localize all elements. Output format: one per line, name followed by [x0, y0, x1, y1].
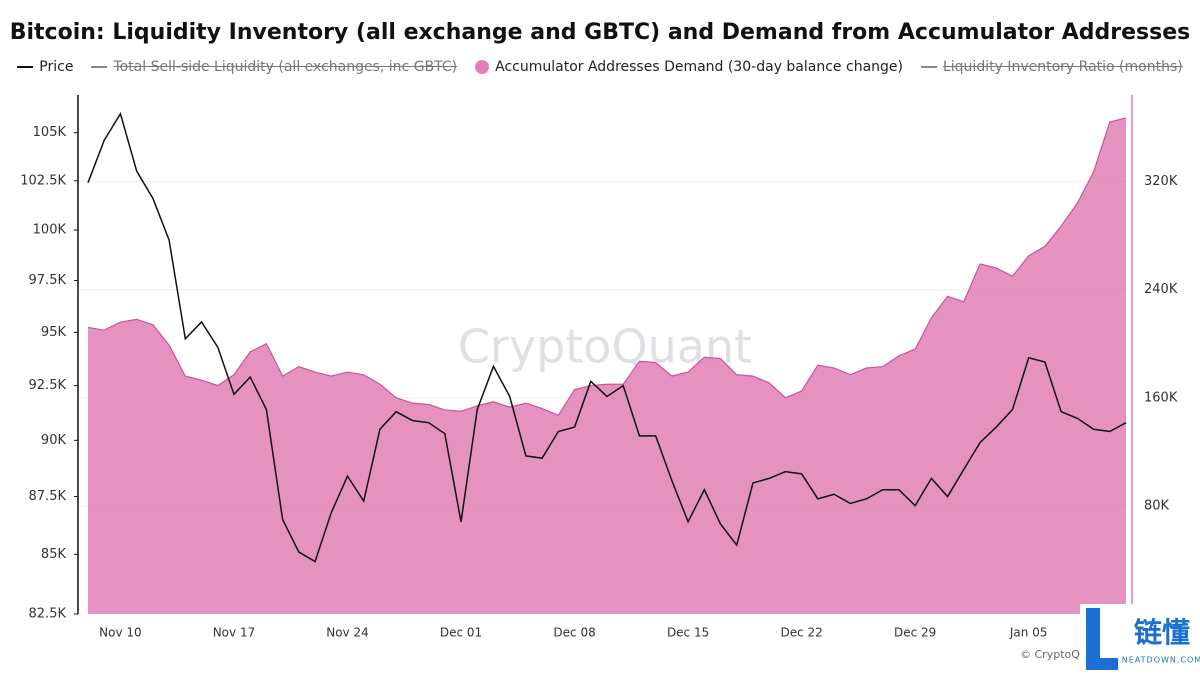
legend-label: Liquidity Inventory Ratio (months)	[942, 59, 1183, 75]
x-tick-label: Dec 08	[553, 626, 595, 640]
legend: Price Total Sell-side Liquidity (all exch…	[0, 59, 1200, 75]
area-edge	[87, 117, 1127, 417]
y-tick-label: 87.5K	[29, 489, 67, 504]
x-tick-label: Nov 24	[326, 626, 369, 640]
x-tick-label: Nov 10	[99, 626, 142, 640]
y-tick-label: 90K	[41, 433, 67, 448]
y2-tick-label: 240K	[1144, 282, 1178, 297]
legend-item: Price	[17, 59, 73, 75]
y-tick-label: 100K	[33, 223, 67, 238]
y2-tick-label: 160K	[1144, 390, 1178, 405]
x-tick-label: Jan 05	[1009, 626, 1048, 640]
chart-title: Bitcoin: Liquidity Inventory (all exchan…	[9, 20, 1191, 45]
y-tick-label: 82.5K	[29, 607, 67, 622]
legend-swatch	[475, 60, 490, 74]
legend-label: Accumulator Addresses Demand (30-day bal…	[495, 59, 903, 75]
y-tick-label: 85K	[41, 547, 67, 562]
legend-label: Total Sell-side Liquidity (all exchanges…	[113, 59, 458, 75]
y2-tick-label: 320K	[1144, 174, 1178, 189]
legend-swatch	[91, 66, 108, 68]
legend-swatch	[17, 66, 34, 68]
y-tick-label: 92.5K	[29, 378, 67, 393]
y-tick-label: 102.5K	[20, 173, 66, 188]
y-tick-label: 105K	[33, 125, 67, 140]
x-tick-label: Dec 29	[894, 626, 936, 640]
legend-item: Total Sell-side Liquidity (all exchanges…	[91, 59, 457, 75]
legend-item: Liquidity Inventory Ratio (months)	[920, 59, 1183, 75]
x-tick-label: Dec 01	[440, 626, 482, 640]
area	[88, 117, 1126, 614]
x-tick-label: Dec 15	[667, 626, 709, 640]
legend-swatch	[920, 66, 937, 68]
x-tick-label: Dec 22	[780, 626, 822, 640]
y2-tick-label: 80K	[1144, 498, 1170, 513]
y-tick-label: 95K	[41, 325, 67, 340]
x-tick-label: Nov 17	[213, 626, 256, 640]
legend-label: Price	[39, 59, 74, 75]
legend-item: Accumulator Addresses Demand (30-day bal…	[475, 59, 903, 75]
line	[87, 111, 1127, 563]
y-tick-label: 97.5K	[29, 273, 67, 288]
